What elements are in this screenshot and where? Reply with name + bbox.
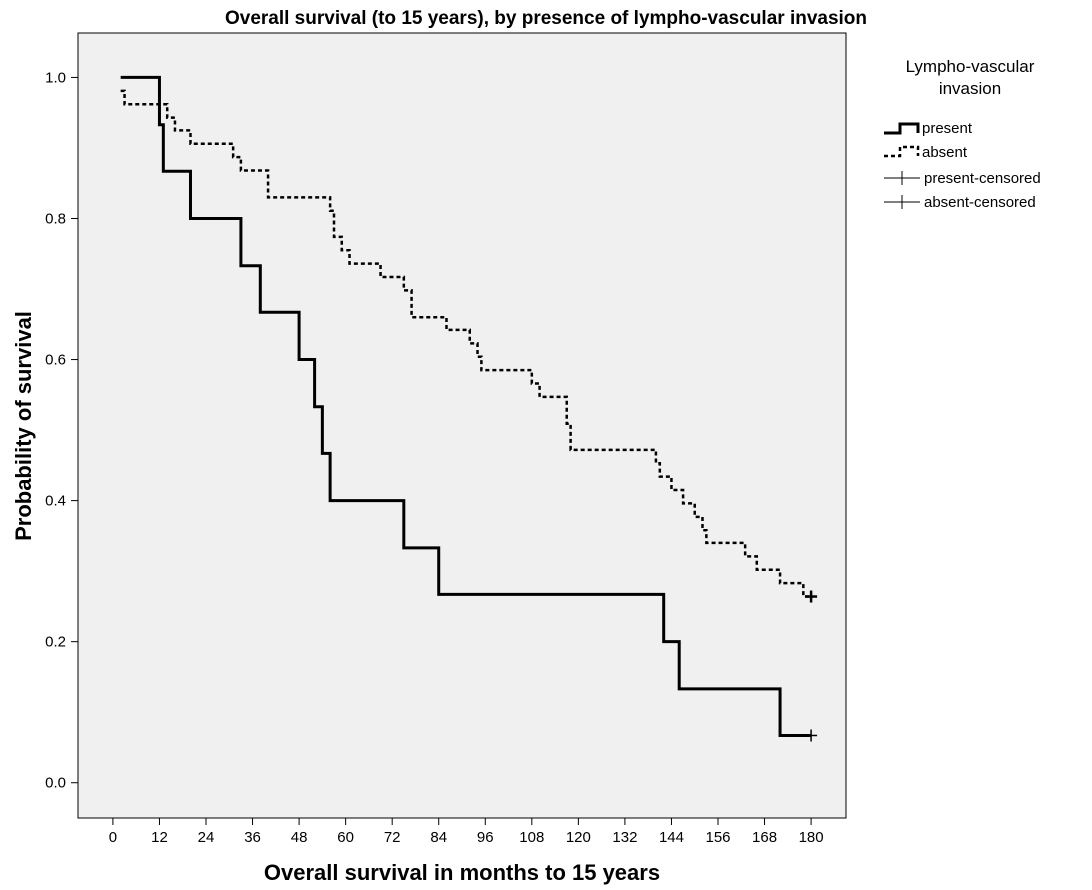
y-axis: 0.0 0.2 0.4 0.6 0.8 1.0 (45, 69, 78, 792)
legend-title: Lympho-vascular (906, 57, 1035, 76)
x-tick-label: 12 (151, 829, 168, 846)
x-tick-label: 180 (799, 829, 824, 846)
legend-swatch-absent (884, 145, 920, 158)
plot-area (77, 32, 847, 819)
x-tick-label: 120 (566, 829, 591, 846)
y-tick-label: 1.0 (45, 69, 66, 86)
legend-label-absent-censored: absent-censored (924, 194, 1036, 211)
x-tick-label: 168 (752, 829, 777, 846)
x-tick-label: 96 (477, 829, 494, 846)
x-tick-label: 24 (198, 829, 215, 846)
x-tick-label: 84 (430, 829, 447, 846)
x-tick-label: 36 (244, 829, 261, 846)
chart-title: Overall survival (to 15 years), by prese… (224, 8, 868, 29)
y-tick-label: 0.4 (45, 493, 66, 510)
y-tick-label: 0.0 (45, 775, 66, 792)
legend: Lympho-vascular invasion present absent pres… (884, 57, 1041, 211)
y-tick-label: 0.8 (45, 210, 66, 227)
legend-label-present: present (922, 120, 973, 137)
x-axis: 0 12 24 36 48 60 72 84 96 108 120 132 144 156 168 180 (109, 818, 824, 846)
x-tick-label: 132 (612, 829, 637, 846)
x-axis-title: Overall survival in months to 15 years (264, 860, 660, 885)
legend-label-present-censored: present-censored (924, 170, 1041, 187)
x-tick-label: 0 (109, 829, 117, 846)
series-line-present (120, 75, 812, 737)
x-tick-label: 72 (384, 829, 401, 846)
x-tick-label: 60 (337, 829, 354, 846)
series-line-absent (120, 89, 812, 598)
y-tick-label: 0.6 (45, 352, 66, 369)
series-group (120, 75, 818, 742)
x-tick-label: 108 (519, 829, 544, 846)
y-axis-title: Probability of survival (11, 311, 36, 541)
x-tick-label: 48 (291, 829, 308, 846)
x-tick-label: 156 (705, 829, 730, 846)
legend-title: invasion (939, 79, 1001, 98)
legend-label-absent: absent (922, 144, 968, 161)
x-tick-label: 144 (659, 829, 684, 846)
legend-swatch-present (884, 122, 920, 135)
y-tick-label: 0.2 (45, 634, 66, 651)
